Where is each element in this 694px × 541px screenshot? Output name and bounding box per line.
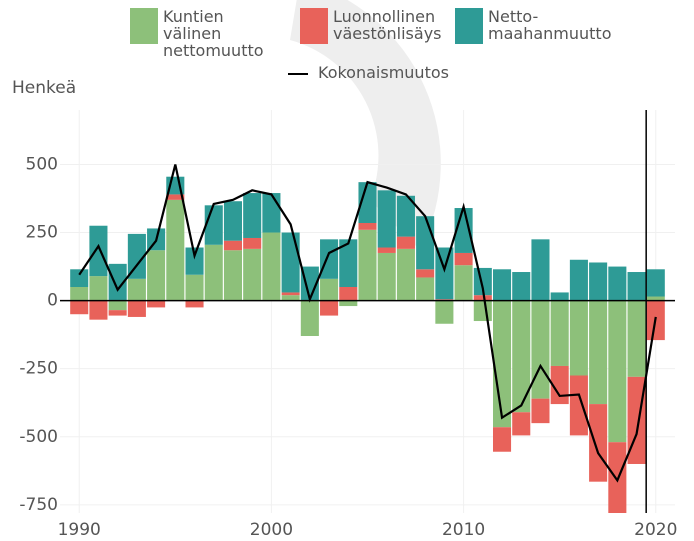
legend-swatch — [455, 8, 483, 44]
bar — [89, 276, 107, 301]
bar — [493, 427, 511, 452]
bar — [435, 301, 453, 324]
bar — [608, 301, 626, 443]
bar — [339, 301, 357, 306]
x-tick-label: 2010 — [442, 520, 485, 540]
bar — [128, 301, 146, 317]
bar — [282, 292, 300, 295]
bar — [531, 399, 549, 424]
y-tick-label: -750 — [19, 495, 58, 515]
bar — [109, 310, 127, 315]
bar — [358, 230, 376, 301]
bar — [320, 301, 338, 316]
bar — [416, 216, 434, 269]
bar — [589, 262, 607, 300]
bar — [128, 279, 146, 301]
y-axis-label: Henkeä — [12, 78, 76, 98]
bar — [512, 301, 530, 413]
bar — [320, 239, 338, 278]
bar — [185, 301, 203, 308]
bar — [551, 301, 569, 366]
legend-label: Kokonaismuutos — [318, 64, 449, 81]
bar — [570, 375, 588, 435]
bar — [512, 272, 530, 301]
bar — [185, 275, 203, 301]
bar — [378, 248, 396, 253]
bar — [531, 301, 549, 399]
bar — [570, 260, 588, 301]
bar — [378, 253, 396, 301]
y-tick-label: 500 — [26, 154, 58, 174]
bar — [531, 239, 549, 300]
bar — [570, 301, 588, 376]
bar — [262, 233, 280, 301]
bar — [474, 301, 492, 321]
y-tick-label: -250 — [19, 359, 58, 379]
bar — [205, 205, 223, 244]
bar — [224, 241, 242, 251]
bar — [608, 267, 626, 301]
bar — [282, 233, 300, 293]
legend-label: Luonnollinen väestönlisäys — [333, 8, 445, 42]
bar — [378, 190, 396, 247]
bar — [628, 301, 646, 377]
bar — [474, 295, 492, 300]
page: {"chart_data":{"type":"bar","y_label":"H… — [0, 0, 694, 541]
bar — [301, 301, 319, 336]
bar — [493, 301, 511, 428]
bar — [243, 249, 261, 301]
bar — [166, 200, 184, 301]
bar — [435, 248, 453, 300]
bar — [147, 301, 165, 308]
bar — [647, 269, 665, 296]
bar — [243, 238, 261, 249]
legend-label: Netto-maahanmuutto — [488, 8, 548, 42]
bar — [320, 279, 338, 301]
bar — [282, 295, 300, 300]
x-tick-label: 2020 — [634, 520, 677, 540]
bar — [224, 201, 242, 240]
bar — [205, 245, 223, 301]
bar — [416, 277, 434, 300]
legend-swatch — [300, 8, 328, 44]
bar — [70, 287, 88, 301]
x-tick-label: 1990 — [58, 520, 101, 540]
bar — [416, 269, 434, 277]
bar — [70, 301, 88, 315]
bar — [589, 301, 607, 404]
legend-swatch — [130, 8, 158, 44]
bar — [628, 272, 646, 301]
bar — [512, 412, 530, 435]
bar — [397, 237, 415, 249]
bar — [339, 287, 357, 301]
bar — [455, 265, 473, 300]
bar — [89, 301, 107, 320]
y-tick-label: 0 — [47, 291, 58, 311]
bar — [243, 193, 261, 238]
bar — [147, 250, 165, 300]
y-tick-label: -500 — [19, 427, 58, 447]
bar — [109, 301, 127, 311]
bar — [70, 269, 88, 287]
legend-label: Kuntien välinen nettomuutto — [163, 8, 275, 59]
bar — [262, 193, 280, 232]
bar — [493, 269, 511, 300]
x-tick-label: 2000 — [250, 520, 293, 540]
y-tick-label: 250 — [26, 223, 58, 243]
bar — [455, 253, 473, 265]
bar — [397, 249, 415, 301]
bar — [551, 292, 569, 300]
bar — [89, 226, 107, 276]
legend-line — [288, 73, 308, 75]
bar — [358, 223, 376, 230]
bar — [589, 404, 607, 482]
bar — [224, 250, 242, 300]
